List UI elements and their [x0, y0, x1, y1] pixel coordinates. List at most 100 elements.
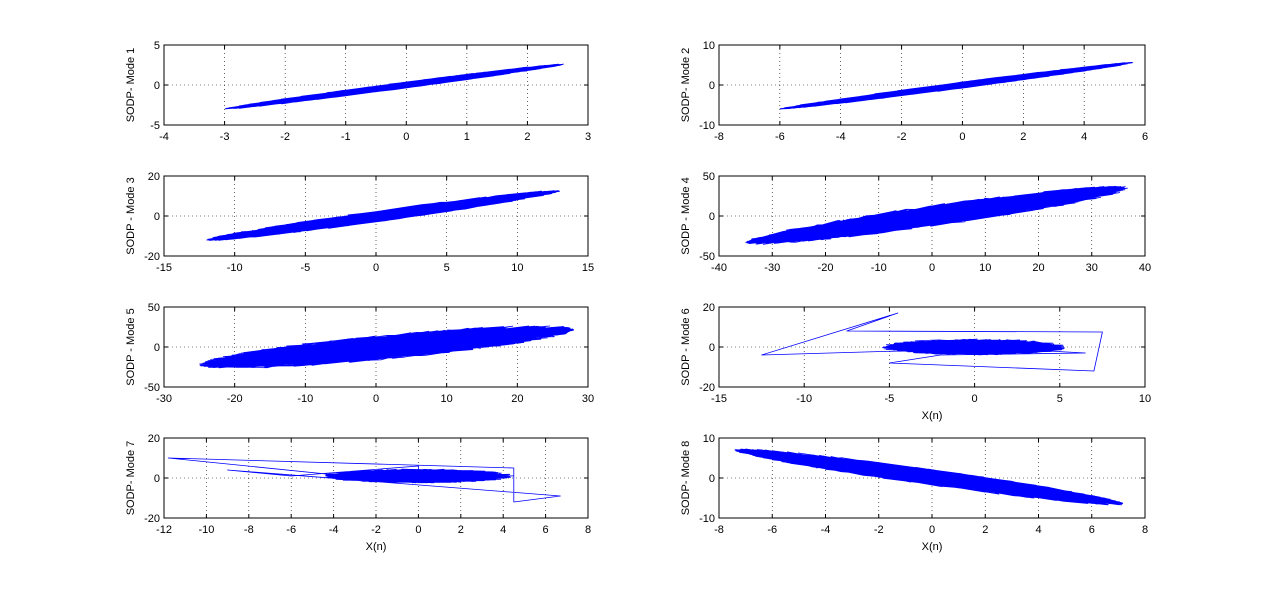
- x-tick-label: -4: [836, 131, 846, 143]
- y-tick-label: 0: [709, 473, 715, 485]
- x-tick-label: 0: [972, 393, 978, 405]
- x-tick-label: -2: [897, 131, 907, 143]
- x-tick-label: 0: [373, 393, 379, 405]
- x-tick-label: 10: [1139, 393, 1151, 405]
- x-tick-label: 1: [464, 131, 470, 143]
- y-axis-label: SODP- Mode 2: [680, 48, 692, 123]
- subplot-5: -30 -20 -10 0 10 20 30 -50 0 50 SODP - Mode 5: [125, 302, 594, 405]
- x-tick-label: 4: [1035, 524, 1041, 536]
- x-tick-label: 0: [403, 131, 409, 143]
- x-tick-label: 8: [1142, 524, 1148, 536]
- x-tick-label: 10: [441, 393, 453, 405]
- x-tick-label: 2: [982, 524, 988, 536]
- y-tick-label: 20: [703, 302, 715, 314]
- x-axis-label: X(n): [366, 541, 387, 553]
- y-tick-label: -10: [699, 120, 715, 132]
- trajectory-line: [745, 185, 1128, 245]
- x-tick-label: 40: [1139, 262, 1151, 274]
- y-tick-label: 0: [154, 211, 160, 223]
- trajectory: [167, 457, 561, 503]
- x-tick-label: 6: [543, 524, 549, 536]
- x-tick-label: -8: [244, 524, 254, 536]
- y-axis-label: SODP- Mode 7: [125, 441, 137, 516]
- x-tick-label: 20: [1032, 262, 1044, 274]
- x-tick-label: 15: [582, 262, 594, 274]
- y-tick-label: -20: [144, 513, 160, 525]
- subplot-2: -8 -6 -4 -2 0 2 4 6 -10 0 10 SODP- Mode 2: [680, 40, 1148, 143]
- y-tick-label: 5: [154, 40, 160, 52]
- x-tick-label: -8: [714, 131, 724, 143]
- x-tick-label: -20: [818, 262, 834, 274]
- trajectory-line: [734, 448, 1124, 506]
- trajectory: [206, 190, 560, 241]
- x-tick-label: -2: [280, 131, 290, 143]
- x-tick-label: -2: [371, 524, 381, 536]
- x-tick-label: 6: [1142, 131, 1148, 143]
- y-tick-label: 0: [709, 342, 715, 354]
- subplot-6: -15 -10 -5 0 5 10 -20 0 20 SODP - Mode 6 X(n): [680, 302, 1151, 422]
- y-axis-label: SODP - Mode 3: [125, 177, 137, 254]
- x-tick-label: -6: [767, 524, 777, 536]
- x-tick-label: -15: [156, 262, 172, 274]
- x-tick-label: -4: [159, 131, 169, 143]
- x-tick-label: -6: [775, 131, 785, 143]
- x-tick-label: 2: [524, 131, 530, 143]
- x-tick-label: 10: [511, 262, 523, 274]
- y-tick-label: 0: [154, 342, 160, 354]
- x-tick-label: -4: [821, 524, 831, 536]
- y-tick-label: 20: [148, 433, 160, 445]
- y-axis-label: SODP - Mode 5: [125, 308, 137, 385]
- x-tick-label: -8: [714, 524, 724, 536]
- trajectory: [745, 185, 1128, 245]
- x-tick-label: 5: [444, 262, 450, 274]
- trajectory: [761, 312, 1103, 372]
- trajectory: [734, 448, 1124, 506]
- x-tick-label: 20: [511, 393, 523, 405]
- y-tick-label: 10: [703, 433, 715, 445]
- y-tick-label: -20: [144, 251, 160, 263]
- x-tick-label: 30: [582, 393, 594, 405]
- x-tick-label: 2: [458, 524, 464, 536]
- y-tick-label: 20: [148, 171, 160, 183]
- x-tick-label: 0: [415, 524, 421, 536]
- trajectory-line: [779, 62, 1134, 110]
- y-axis-label: SODP- Mode 8: [680, 441, 692, 516]
- y-tick-label: 50: [703, 171, 715, 183]
- x-tick-label: 3: [585, 131, 591, 143]
- x-tick-label: 4: [1081, 131, 1087, 143]
- trajectory-line: [761, 312, 1103, 372]
- x-tick-label: 0: [929, 262, 935, 274]
- x-tick-label: -4: [329, 524, 339, 536]
- y-tick-label: -5: [150, 120, 160, 132]
- trajectory-line: [206, 190, 560, 241]
- y-tick-label: -50: [144, 382, 160, 394]
- x-tick-label: -15: [711, 393, 727, 405]
- x-tick-label: -5: [300, 262, 310, 274]
- x-tick-label: 8: [585, 524, 591, 536]
- y-tick-label: 0: [154, 80, 160, 92]
- trajectory: [199, 325, 575, 369]
- subplot-3: -15 -10 -5 0 5 10 15 -20 0 20 SODP - Mode 3: [125, 171, 594, 274]
- x-tick-label: -12: [156, 524, 172, 536]
- trajectory-line: [199, 325, 575, 369]
- x-tick-label: 6: [1089, 524, 1095, 536]
- y-tick-label: 50: [148, 302, 160, 314]
- x-tick-label: -5: [885, 393, 895, 405]
- x-tick-label: -30: [764, 262, 780, 274]
- subplot-1: -4 -3 -2 -1 0 1 2 3 -5 0 5 SODP- Mode 1: [125, 40, 591, 143]
- y-tick-label: -50: [699, 251, 715, 263]
- x-tick-label: -40: [711, 262, 727, 274]
- trajectory: [224, 63, 564, 110]
- x-tick-label: -6: [286, 524, 296, 536]
- x-tick-label: -10: [198, 524, 214, 536]
- x-tick-label: 5: [1057, 393, 1063, 405]
- x-tick-label: 2: [1020, 131, 1026, 143]
- x-tick-label: -10: [297, 393, 313, 405]
- x-axis-label: X(n): [922, 410, 943, 422]
- x-tick-label: 0: [959, 131, 965, 143]
- x-tick-label: -30: [156, 393, 172, 405]
- subplot-4: -40 -30 -20 -10 0 10 20 30 40 -50 0 50 SODP - Mode 4: [680, 171, 1151, 274]
- y-tick-label: 0: [154, 473, 160, 485]
